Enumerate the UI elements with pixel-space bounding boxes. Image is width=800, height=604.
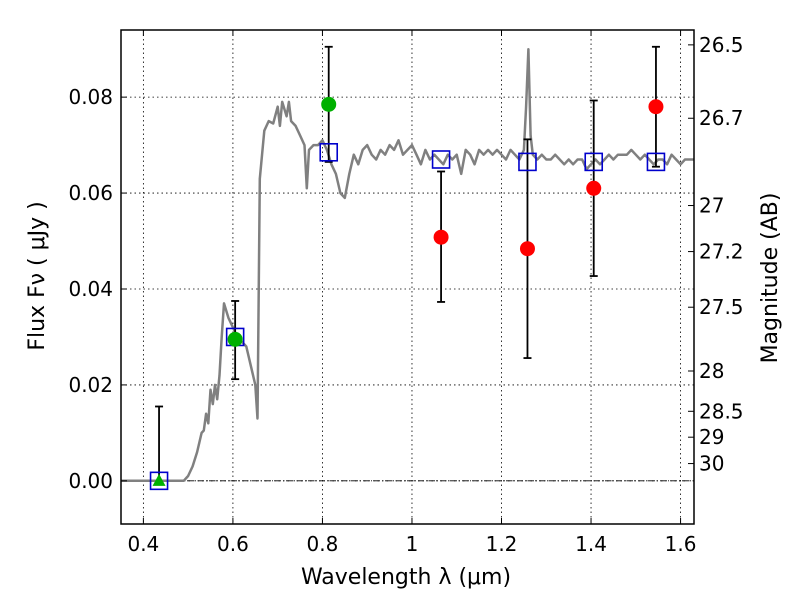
y-tick-label: 0.04 [68,277,113,301]
x-axis-label: Wavelength λ (μm) [301,565,511,590]
grid [121,30,694,524]
plot-frame [120,29,695,525]
x-tick-label: 0.8 [307,532,339,556]
template-square [518,152,537,172]
mag-tick-label: 27.2 [699,240,744,264]
mag-tick-label: 27 [699,194,724,218]
right-axis-label: Magnitude (AB) [758,193,783,364]
template-square [646,152,666,172]
y-axis-label: Flux Fν ( μJy ) [25,201,50,350]
y-tick-label: 0.06 [68,181,113,205]
template-square [584,152,604,172]
template-square [431,150,451,169]
x-tick-label: 0.4 [127,532,159,556]
x-tick-label: 0.6 [217,532,249,556]
mag-tick-label: 26.5 [699,33,744,57]
mag-tick-label: 28.5 [699,399,744,423]
y-tick-label: 0.08 [68,85,113,109]
x-tick-label: 1.2 [486,532,518,556]
red-circle-point [519,241,535,257]
measured-points [152,96,664,486]
x-tick-label: 1.6 [665,532,697,556]
error-bars [155,45,660,481]
red-circle-point [433,229,449,245]
mag-tick-label: 28 [699,359,724,383]
y-tick-label: 0.02 [68,373,113,397]
mag-tick-label: 27.5 [699,295,744,319]
axis-ticks: 0.4 0.6 0.8 1 1.2 1.4 1.6 0.00 0.02 0.04 0.06 0.08 2… [68,30,744,556]
red-circle-point [648,99,664,115]
green-circle-point [321,96,337,112]
y-tick-label: 0.00 [68,469,113,493]
mag-tick-label: 29 [699,425,724,449]
x-tick-label: 1 [406,532,419,556]
red-circle-point [586,180,602,196]
template-square [149,471,169,491]
x-tick-label: 1.4 [575,532,607,556]
template-spectrum-line [121,47,694,483]
mag-tick-label: 26.7 [699,106,744,130]
green-triangle-point [152,473,166,486]
mag-tick-label: 30 [699,452,724,476]
green-circle-point [227,331,243,347]
template-square [319,143,339,162]
